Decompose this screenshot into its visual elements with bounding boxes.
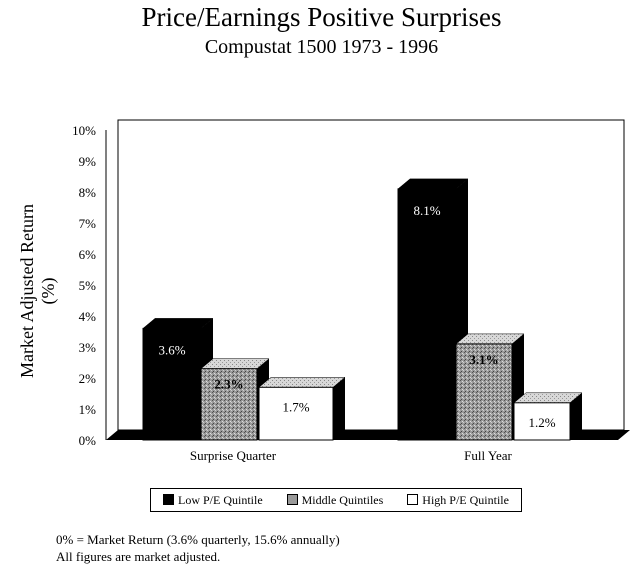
x-tick-label: Full Year (464, 448, 512, 463)
bar-top (258, 377, 346, 388)
y-tick-label: 9% (79, 154, 97, 169)
y-tick-label: 2% (79, 371, 97, 386)
legend-label: Low P/E Quintile (177, 492, 263, 507)
bar-middle-quintiles-0 (200, 368, 258, 441)
y-tick-label: 0% (79, 433, 97, 448)
note-market-return: 0% = Market Return (3.6% quarterly, 15.6… (56, 532, 340, 547)
legend: Low P/E Quintile Middle Quintiles High P… (150, 488, 522, 512)
y-tick-label: 6% (79, 247, 97, 262)
y-tick-label: 7% (79, 216, 97, 231)
y-tick-label: 4% (79, 309, 97, 324)
data-label: 1.7% (282, 399, 309, 414)
note-adjusted: All figures are market adjusted. (56, 549, 221, 564)
y-tick-label: 3% (79, 340, 97, 355)
bar-top (455, 333, 525, 345)
bar-high-p-e-quintile-1 (513, 402, 571, 441)
data-label: 1.2% (528, 415, 555, 430)
y-tick-label: 1% (79, 402, 97, 417)
data-label: 3.6% (158, 342, 185, 357)
bar-top (397, 178, 469, 190)
y-tick-label: 5% (79, 278, 97, 293)
bar-low-p-e-quintile-1 (397, 188, 457, 441)
bar-low-p-e-quintile-0 (142, 327, 202, 441)
legend-item-middle: Middle Quintiles (286, 492, 384, 508)
legend-label: High P/E Quintile (422, 492, 509, 507)
legend-item-low: Low P/E Quintile (162, 492, 263, 508)
bar-side (333, 377, 345, 440)
legend-item-high: High P/E Quintile (407, 493, 509, 508)
bar-top (142, 318, 214, 329)
data-label: 2.3% (214, 377, 243, 392)
chart-title: Price/Earnings Positive Surprises (141, 2, 502, 32)
y-tick-label: 10% (72, 123, 96, 138)
bar-top (200, 358, 270, 369)
bar-side (570, 392, 582, 440)
bar-top (513, 392, 583, 404)
chart-subtitle: Compustat 1500 1973 - 1996 (204, 36, 439, 58)
data-label: 3.1% (469, 352, 498, 367)
bar-high-p-e-quintile-0 (258, 386, 334, 441)
x-tick-label: Surprise Quarter (190, 448, 277, 463)
y-tick-label: 8% (79, 185, 97, 200)
data-label: 8.1% (413, 203, 440, 218)
legend-label: Middle Quintiles (301, 492, 384, 507)
bar-middle-quintiles-1 (455, 343, 513, 441)
